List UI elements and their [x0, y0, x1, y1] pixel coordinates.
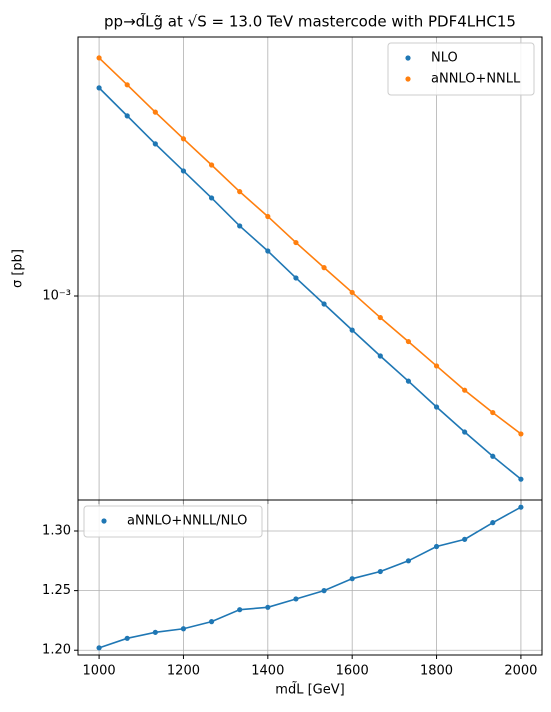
x-tick-label: 1200 [167, 664, 200, 679]
data-point [349, 289, 355, 296]
series-line [98, 87, 522, 480]
data-point [96, 645, 102, 651]
series-line [98, 57, 522, 435]
y-tick-label: 1.30 [42, 524, 71, 539]
legend-marker [405, 55, 411, 61]
data-point [349, 327, 355, 333]
data-point [405, 558, 412, 564]
legend-label: NLO [431, 51, 458, 66]
data-point [518, 431, 524, 437]
chart-title: pp→d̃Lg̃ at √S = 13.0 TeV mastercode wit… [104, 12, 516, 31]
legend-label: aNNLO+NNLL/NLO [127, 514, 247, 529]
data-point [237, 607, 243, 613]
data-point [462, 429, 468, 435]
data-point [208, 162, 215, 168]
data-point [124, 635, 130, 641]
data-point [377, 314, 383, 321]
data-point [180, 136, 187, 142]
y-tick-label: 1.25 [42, 583, 71, 598]
data-point [518, 504, 524, 510]
axes-frame [77, 499, 543, 656]
data-point [265, 248, 271, 254]
data-point [265, 213, 271, 220]
data-point [208, 619, 215, 625]
data-point [518, 476, 524, 482]
legend-marker [405, 76, 411, 82]
legend-box [83, 505, 263, 538]
data-point [152, 629, 158, 635]
data-point [433, 543, 440, 550]
series-line [98, 506, 522, 649]
data-point [462, 536, 468, 542]
data-point [293, 275, 299, 281]
data-point [349, 576, 355, 582]
data-point [208, 195, 215, 201]
data-point [237, 223, 243, 229]
data-point [321, 588, 327, 594]
data-point [490, 520, 496, 526]
data-point [321, 265, 327, 271]
data-point [96, 85, 102, 91]
data-point [152, 109, 158, 115]
x-tick-label: 1400 [251, 664, 284, 679]
data-point [490, 409, 496, 416]
y-tick-label: 1.20 [42, 643, 71, 658]
x-tick-label: 1000 [83, 664, 116, 679]
data-point [237, 189, 243, 195]
x-tick-label: 1800 [420, 664, 453, 679]
x-axis-label: md̃L [GeV] [275, 682, 344, 697]
x-tick-label: 1600 [336, 664, 369, 679]
data-point [293, 596, 299, 602]
axes-frame [77, 36, 543, 501]
data-point [377, 568, 383, 575]
legend-box [387, 42, 535, 96]
x-tick-label: 2000 [504, 664, 537, 679]
legend-label: aNNLO+NNLL [431, 72, 521, 87]
y-axis-label: σ [pb] [11, 249, 26, 288]
data-point [433, 404, 440, 410]
data-point [180, 626, 187, 632]
data-point [462, 387, 468, 393]
data-point [293, 239, 299, 246]
data-point [152, 141, 158, 147]
data-point [377, 353, 383, 359]
data-point [433, 363, 440, 369]
data-point [490, 453, 496, 459]
legend-marker [101, 518, 107, 524]
data-point [124, 113, 130, 119]
y-tick-label: 10⁻³ [42, 288, 71, 303]
data-point [265, 604, 271, 610]
data-point [321, 301, 327, 307]
data-point [405, 338, 412, 345]
data-point [180, 168, 187, 174]
data-point [96, 55, 102, 61]
data-point [405, 378, 412, 384]
data-point [124, 82, 130, 88]
